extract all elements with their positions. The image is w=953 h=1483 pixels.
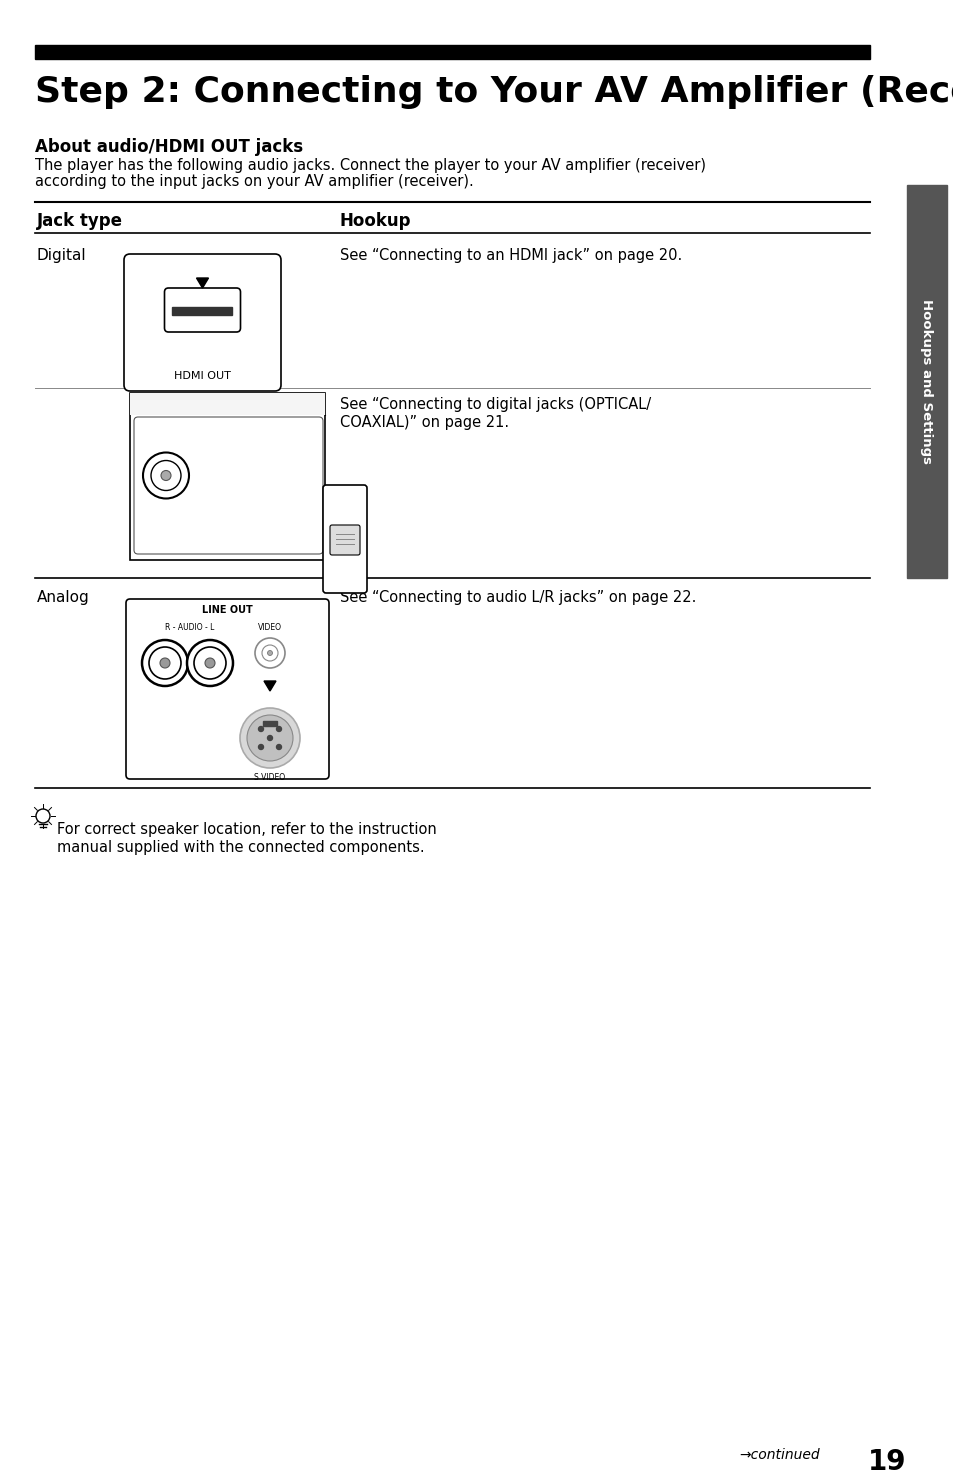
FancyBboxPatch shape xyxy=(323,485,367,593)
Text: Analog: Analog xyxy=(37,590,90,605)
Circle shape xyxy=(205,658,214,667)
Circle shape xyxy=(267,651,273,655)
Text: VIDEO: VIDEO xyxy=(257,623,282,632)
Circle shape xyxy=(160,658,170,667)
FancyBboxPatch shape xyxy=(124,254,281,392)
Circle shape xyxy=(247,715,293,761)
Circle shape xyxy=(142,641,188,687)
Text: →continued: →continued xyxy=(739,1447,820,1462)
Text: Jack type: Jack type xyxy=(37,212,123,230)
Circle shape xyxy=(149,647,181,679)
Circle shape xyxy=(258,744,263,749)
Text: LINE OUT: LINE OUT xyxy=(202,605,253,615)
Text: Step 2: Connecting to Your AV Amplifier (Receiver): Step 2: Connecting to Your AV Amplifier … xyxy=(35,76,953,108)
Text: Hookups and Settings: Hookups and Settings xyxy=(920,300,933,464)
Circle shape xyxy=(193,647,226,679)
Text: OPTICAL: OPTICAL xyxy=(329,584,360,595)
Circle shape xyxy=(187,641,233,687)
Circle shape xyxy=(36,810,50,823)
Text: Digital: Digital xyxy=(37,248,87,262)
Text: COAXIAL)” on page 21.: COAXIAL)” on page 21. xyxy=(339,415,509,430)
Bar xyxy=(263,721,276,727)
Text: S VIDEO: S VIDEO xyxy=(254,773,285,782)
Text: according to the input jacks on your AV amplifier (receiver).: according to the input jacks on your AV … xyxy=(35,174,474,188)
Text: 19: 19 xyxy=(866,1447,905,1476)
Bar xyxy=(172,307,233,314)
Text: COAXIAL: COAXIAL xyxy=(142,435,175,443)
FancyBboxPatch shape xyxy=(164,288,240,332)
FancyBboxPatch shape xyxy=(133,417,323,555)
Bar xyxy=(35,44,869,59)
FancyBboxPatch shape xyxy=(330,525,359,555)
Circle shape xyxy=(151,461,181,491)
Text: About audio/HDMI OUT jacks: About audio/HDMI OUT jacks xyxy=(35,138,303,156)
Text: For correct speaker location, refer to the instruction: For correct speaker location, refer to t… xyxy=(57,822,436,836)
Text: HDMI OUT: HDMI OUT xyxy=(173,371,231,381)
Circle shape xyxy=(143,452,189,498)
Circle shape xyxy=(240,707,299,768)
Circle shape xyxy=(254,638,285,667)
Bar xyxy=(906,185,946,578)
Text: Hookup: Hookup xyxy=(339,212,411,230)
Text: The player has the following audio jacks. Connect the player to your AV amplifie: The player has the following audio jacks… xyxy=(35,159,705,174)
Bar xyxy=(130,393,325,415)
Text: R - AUDIO - L: R - AUDIO - L xyxy=(165,623,214,632)
Circle shape xyxy=(267,736,273,740)
Circle shape xyxy=(276,727,281,731)
Circle shape xyxy=(258,727,263,731)
Polygon shape xyxy=(196,277,209,288)
FancyBboxPatch shape xyxy=(126,599,329,779)
Bar xyxy=(130,393,325,561)
Polygon shape xyxy=(264,681,275,691)
Text: manual supplied with the connected components.: manual supplied with the connected compo… xyxy=(57,839,424,856)
Text: See “Connecting to audio L/R jacks” on page 22.: See “Connecting to audio L/R jacks” on p… xyxy=(339,590,696,605)
Circle shape xyxy=(262,645,277,661)
Text: See “Connecting to an HDMI jack” on page 20.: See “Connecting to an HDMI jack” on page… xyxy=(339,248,681,262)
Text: PCM/DTS/DOLBY  DIGITAL: PCM/DTS/DOLBY DIGITAL xyxy=(183,406,272,412)
Circle shape xyxy=(276,744,281,749)
Circle shape xyxy=(161,470,171,480)
Text: See “Connecting to digital jacks (OPTICAL/: See “Connecting to digital jacks (OPTICA… xyxy=(339,397,651,412)
Text: DIGITAL OUT: DIGITAL OUT xyxy=(193,394,262,405)
